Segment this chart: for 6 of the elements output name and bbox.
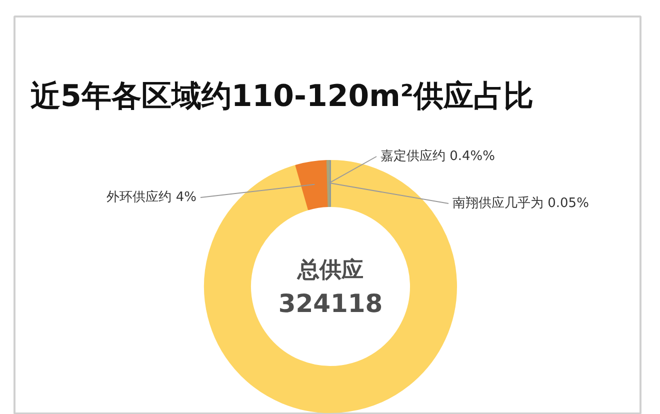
text: 324118 [278, 289, 383, 318]
chart-title: 近5年各区域约110-120m²供应占比 [30, 79, 534, 114]
slice-label: 外环供应约 4% [106, 189, 197, 205]
slice-label: 南翔供应几乎为 0.05% [452, 195, 589, 211]
text: 总供应 [296, 257, 364, 283]
slice-label: 嘉定供应约 0.4%% [380, 148, 496, 164]
